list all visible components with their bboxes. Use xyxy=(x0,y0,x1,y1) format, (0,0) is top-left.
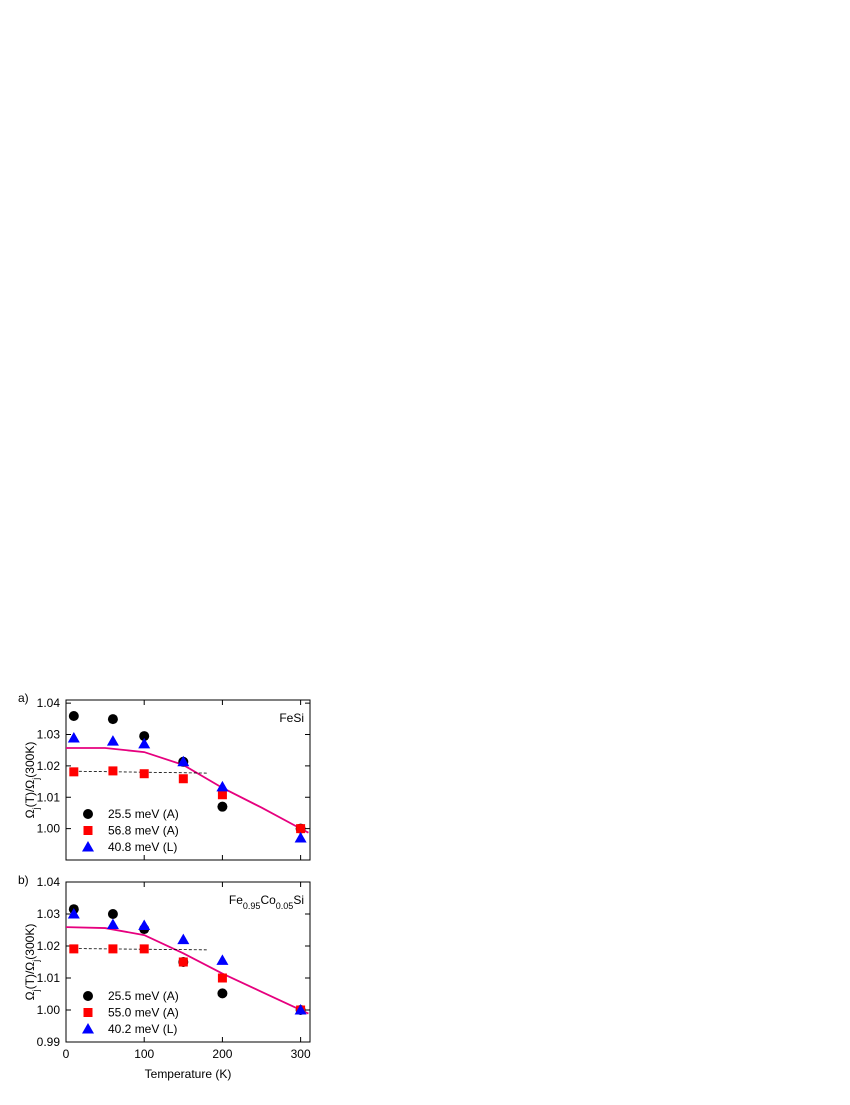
panel-label: b) xyxy=(18,873,29,887)
x-tick-label: 0 xyxy=(63,1047,70,1061)
x-axis-label: Temperature (K) xyxy=(145,1067,232,1081)
fit-line xyxy=(66,747,309,834)
marker-circle xyxy=(83,809,93,819)
y-label-part: j xyxy=(31,960,41,963)
y-tick-label: 1.04 xyxy=(37,696,61,710)
legend-label: 25.5 meV (A) xyxy=(108,989,179,1003)
marker-triangle xyxy=(294,1004,307,1015)
marker-square xyxy=(217,790,227,800)
marker-triangle xyxy=(177,933,190,945)
marker-circle xyxy=(139,731,150,742)
legend-label: 40.8 meV (L) xyxy=(108,840,177,854)
y-tick-label: 1.03 xyxy=(37,907,61,921)
y-label-part: (T)/Ω xyxy=(23,962,37,990)
y-label-part: Ω xyxy=(23,991,37,1000)
annotation: Fe0.95Co0.05Si xyxy=(229,893,304,911)
marker-square xyxy=(108,944,118,954)
y-label-part: j xyxy=(31,989,41,992)
marker-triangle xyxy=(67,908,80,919)
marker-circle xyxy=(107,714,118,725)
marker-triangle xyxy=(216,780,229,792)
y-tick-label: 1.02 xyxy=(37,939,61,953)
legend-label: 25.5 meV (A) xyxy=(108,807,179,821)
marker-triangle xyxy=(82,841,94,852)
x-tick-label: 200 xyxy=(212,1047,232,1061)
legend-label: 55.0 meV (A) xyxy=(108,1006,179,1020)
marker-circle xyxy=(68,711,79,721)
marker-circle xyxy=(83,991,93,1001)
y-axis-label: Ωj(T)/Ωj(300K) xyxy=(23,924,41,1001)
marker-triangle xyxy=(106,735,119,746)
y-label-part: (300K) xyxy=(23,742,37,778)
marker-square xyxy=(139,944,149,954)
marker-square xyxy=(69,944,79,954)
marker-circle xyxy=(217,801,228,812)
y-label-part: (300K) xyxy=(23,924,37,960)
marker-square xyxy=(69,767,79,777)
annotation-part: Co xyxy=(260,893,276,907)
legend-label: 56.8 meV (A) xyxy=(108,824,179,838)
marker-square xyxy=(178,774,188,784)
annotation-part: Si xyxy=(293,893,304,907)
y-tick-label: 1.02 xyxy=(37,759,61,773)
y-tick-label: 1.00 xyxy=(37,1003,61,1017)
marker-square xyxy=(139,769,149,779)
marker-square xyxy=(83,826,93,835)
x-tick-label: 300 xyxy=(291,1047,311,1061)
panel-label: a) xyxy=(18,691,29,705)
annotation-part: FeSi xyxy=(279,711,304,725)
marker-triangle xyxy=(138,919,151,931)
annotation: FeSi xyxy=(279,711,304,725)
marker-circle xyxy=(107,909,118,919)
marker-triangle xyxy=(67,731,80,743)
marker-triangle xyxy=(82,1023,94,1034)
plot-frame xyxy=(65,881,311,1043)
y-tick-label: 1.01 xyxy=(37,790,61,804)
marker-triangle xyxy=(138,737,151,749)
x-tick-label: 100 xyxy=(134,1047,154,1061)
plot-frame xyxy=(65,699,311,861)
marker-triangle xyxy=(216,954,229,965)
y-tick-label: 1.01 xyxy=(37,971,61,985)
y-tick-label: 1.03 xyxy=(37,728,61,742)
y-tick-label: 0.99 xyxy=(37,1035,61,1049)
y-label-part: (T)/Ω xyxy=(23,780,37,808)
annotation-part: 0.95 xyxy=(243,901,261,911)
marker-square xyxy=(178,957,188,967)
y-label-part: Ω xyxy=(23,809,37,818)
y-tick-label: 1.00 xyxy=(37,822,61,836)
marker-square xyxy=(217,973,227,983)
fit-line xyxy=(65,926,309,1015)
y-label-part: j xyxy=(31,807,41,810)
marker-triangle xyxy=(294,832,307,843)
y-tick-label: 1.04 xyxy=(37,875,61,889)
marker-circle xyxy=(217,988,228,999)
marker-square xyxy=(83,1008,93,1017)
marker-triangle xyxy=(177,755,190,767)
legend-label: 40.2 meV (L) xyxy=(108,1022,177,1036)
annotation-part: Fe xyxy=(229,893,243,907)
marker-triangle xyxy=(106,918,119,930)
marker-square xyxy=(108,766,118,776)
y-axis-label: Ωj(T)/Ωj(300K) xyxy=(23,742,41,819)
marker-square xyxy=(296,824,306,834)
y-label-part: j xyxy=(31,778,41,781)
annotation-part: 0.05 xyxy=(276,901,294,911)
